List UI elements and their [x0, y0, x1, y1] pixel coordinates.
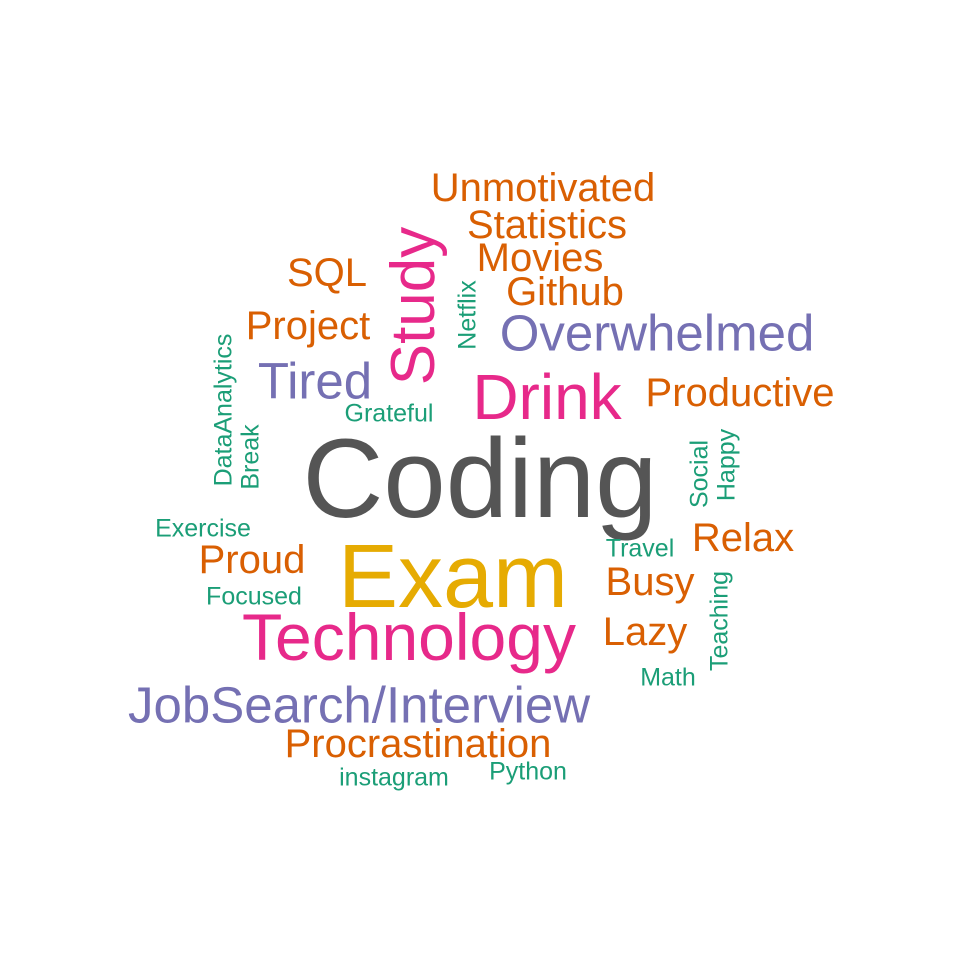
word-focused: Focused [206, 582, 302, 611]
word-exam: Exam [337, 527, 569, 627]
word-project: Project [245, 304, 371, 348]
word-instagram: instagram [339, 763, 449, 792]
word-netflix: Netflix [453, 280, 482, 350]
word-overwhelmed: Overwhelmed [499, 304, 815, 362]
word-dataanalytics: DataAnalytics [209, 333, 238, 487]
word-productive: Productive [645, 371, 835, 415]
word-proud: Proud [198, 538, 306, 582]
word-exercise: Exercise [155, 514, 251, 543]
word-coding: Coding [302, 416, 658, 541]
word-grateful: Grateful [344, 399, 434, 428]
word-drink: Drink [472, 361, 622, 433]
word-movies: Movies [476, 236, 604, 280]
word-github: Github [506, 270, 624, 314]
word-teaching: Teaching [705, 570, 734, 672]
word-lazy: Lazy [602, 610, 688, 654]
word-tired: Tired [257, 352, 373, 410]
word-social: Social [685, 439, 714, 509]
word-statistics: Statistics [466, 203, 628, 247]
word-unmotivated: Unmotivated [430, 166, 656, 210]
word-relax: Relax [691, 516, 795, 560]
word-jobsearch-interview: JobSearch/Interview [127, 676, 591, 734]
word-study: Study [379, 226, 448, 386]
word-math: Math [640, 663, 696, 692]
word-sql: SQL [286, 251, 368, 295]
word-busy: Busy [605, 560, 695, 604]
word-break: Break [236, 424, 265, 490]
word-python: Python [489, 757, 567, 786]
word-happy: Happy [712, 428, 741, 502]
word-procrastination: Procrastination [284, 722, 552, 766]
word-travel: Travel [605, 534, 675, 563]
word-technology: Technology [242, 600, 576, 674]
